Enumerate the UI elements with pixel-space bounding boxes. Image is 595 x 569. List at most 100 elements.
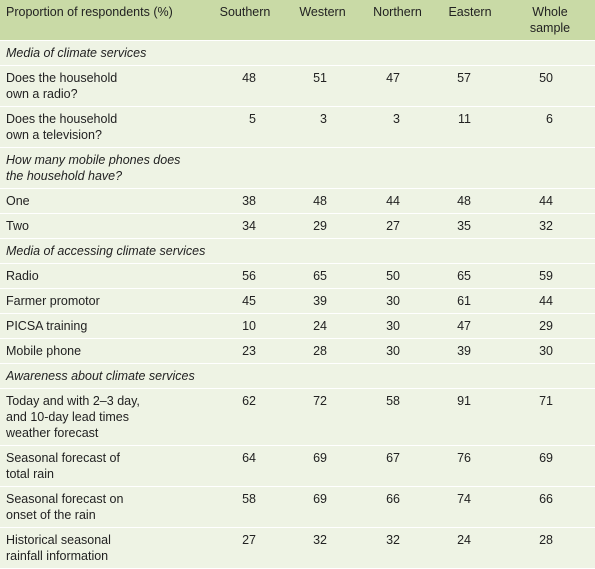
row-label: Two — [0, 213, 205, 239]
value-cell: 56 — [205, 263, 285, 289]
value-cell: 62 — [205, 388, 285, 446]
value-cell: 47 — [435, 313, 505, 339]
value-cell: 72 — [285, 388, 360, 446]
data-row: Does the household own a television? 5 3 3 1… — [0, 106, 595, 148]
data-row: Radio 56 65 50 65 59 — [0, 263, 595, 289]
value-cell: 66 — [505, 486, 595, 528]
data-row: Two 34 29 27 35 32 — [0, 213, 595, 239]
data-row: Farmer promotor 45 39 30 61 44 — [0, 288, 595, 314]
value-cell: 44 — [360, 188, 435, 214]
value-cell: 32 — [360, 527, 435, 569]
value-cell: 28 — [505, 527, 595, 569]
value-cell: 69 — [285, 445, 360, 487]
value-cell: 30 — [360, 338, 435, 364]
value-cell: 27 — [360, 213, 435, 239]
section-row: Media of accessing climate services — [0, 238, 595, 264]
section-row: How many mobile phones does the househol… — [0, 147, 595, 189]
value-cell: 10 — [205, 313, 285, 339]
value-cell: 58 — [205, 486, 285, 528]
value-cell: 27 — [205, 527, 285, 569]
value-cell: 34 — [205, 213, 285, 239]
header-cell: Proportion of respondents (%) — [0, 0, 205, 41]
value-cell: 69 — [285, 486, 360, 528]
data-row: Historical seasonal rainfall information… — [0, 527, 595, 569]
value-cell: 50 — [505, 65, 595, 107]
row-label: Historical seasonal rainfall information — [0, 527, 205, 569]
value-cell: 39 — [285, 288, 360, 314]
value-cell: 29 — [505, 313, 595, 339]
value-cell: 57 — [435, 65, 505, 107]
value-cell: 35 — [435, 213, 505, 239]
value-cell: 6 — [505, 106, 595, 148]
value-cell: 91 — [435, 388, 505, 446]
value-cell: 71 — [505, 388, 595, 446]
value-cell: 76 — [435, 445, 505, 487]
header-cell: Whole sample — [505, 0, 595, 41]
row-label: Does the household own a television? — [0, 106, 205, 148]
value-cell: 30 — [360, 288, 435, 314]
value-cell: 39 — [435, 338, 505, 364]
value-cell: 51 — [285, 65, 360, 107]
value-cell: 38 — [205, 188, 285, 214]
value-cell: 66 — [360, 486, 435, 528]
value-cell: 29 — [285, 213, 360, 239]
section-label: Media of climate services — [0, 40, 595, 66]
header-cell: Western — [285, 0, 360, 41]
data-row: Mobile phone 23 28 30 39 30 — [0, 338, 595, 364]
value-cell: 5 — [205, 106, 285, 148]
table-header: Proportion of respondents (%) Southern Wes… — [0, 0, 595, 41]
row-label: One — [0, 188, 205, 214]
value-cell: 44 — [505, 288, 595, 314]
header-cell: Eastern — [435, 0, 505, 41]
header-cell: Northern — [360, 0, 435, 41]
table-body: Media of climate services Does the househ… — [0, 40, 595, 569]
value-cell: 65 — [285, 263, 360, 289]
header-row: Proportion of respondents (%) Southern Wes… — [0, 0, 595, 41]
value-cell: 3 — [360, 106, 435, 148]
value-cell: 24 — [435, 527, 505, 569]
section-row: Awareness about climate services — [0, 363, 595, 389]
value-cell: 23 — [205, 338, 285, 364]
value-cell: 28 — [285, 338, 360, 364]
value-cell: 61 — [435, 288, 505, 314]
row-label: Does the household own a radio? — [0, 65, 205, 107]
data-row: PICSA training 10 24 30 47 29 — [0, 313, 595, 339]
section-label: How many mobile phones does the househol… — [0, 147, 595, 189]
value-cell: 11 — [435, 106, 505, 148]
data-row: Seasonal forecast on onset of the rain 58… — [0, 486, 595, 528]
value-cell: 32 — [285, 527, 360, 569]
row-label: PICSA training — [0, 313, 205, 339]
value-cell: 47 — [360, 65, 435, 107]
row-label: Today and with 2–3 day, and 10-day lead … — [0, 388, 205, 446]
row-label: Seasonal forecast on onset of the rain — [0, 486, 205, 528]
section-label: Media of accessing climate services — [0, 238, 595, 264]
value-cell: 44 — [505, 188, 595, 214]
value-cell: 50 — [360, 263, 435, 289]
row-label: Seasonal forecast of total rain — [0, 445, 205, 487]
value-cell: 32 — [505, 213, 595, 239]
section-label: Awareness about climate services — [0, 363, 595, 389]
value-cell: 48 — [435, 188, 505, 214]
row-label: Farmer promotor — [0, 288, 205, 314]
value-cell: 59 — [505, 263, 595, 289]
value-cell: 69 — [505, 445, 595, 487]
value-cell: 30 — [505, 338, 595, 364]
value-cell: 58 — [360, 388, 435, 446]
value-cell: 24 — [285, 313, 360, 339]
data-row: Seasonal forecast of total rain 64 69 67 76 6… — [0, 445, 595, 487]
value-cell: 48 — [205, 65, 285, 107]
value-cell: 65 — [435, 263, 505, 289]
section-row: Media of climate services — [0, 40, 595, 66]
value-cell: 30 — [360, 313, 435, 339]
row-label: Radio — [0, 263, 205, 289]
value-cell: 64 — [205, 445, 285, 487]
value-cell: 48 — [285, 188, 360, 214]
data-row: Does the household own a radio? 48 51 47 57 5… — [0, 65, 595, 107]
value-cell: 3 — [285, 106, 360, 148]
data-row: One 38 48 44 48 44 — [0, 188, 595, 214]
value-cell: 67 — [360, 445, 435, 487]
data-row: Today and with 2–3 day, and 10-day lead … — [0, 388, 595, 446]
row-label: Mobile phone — [0, 338, 205, 364]
